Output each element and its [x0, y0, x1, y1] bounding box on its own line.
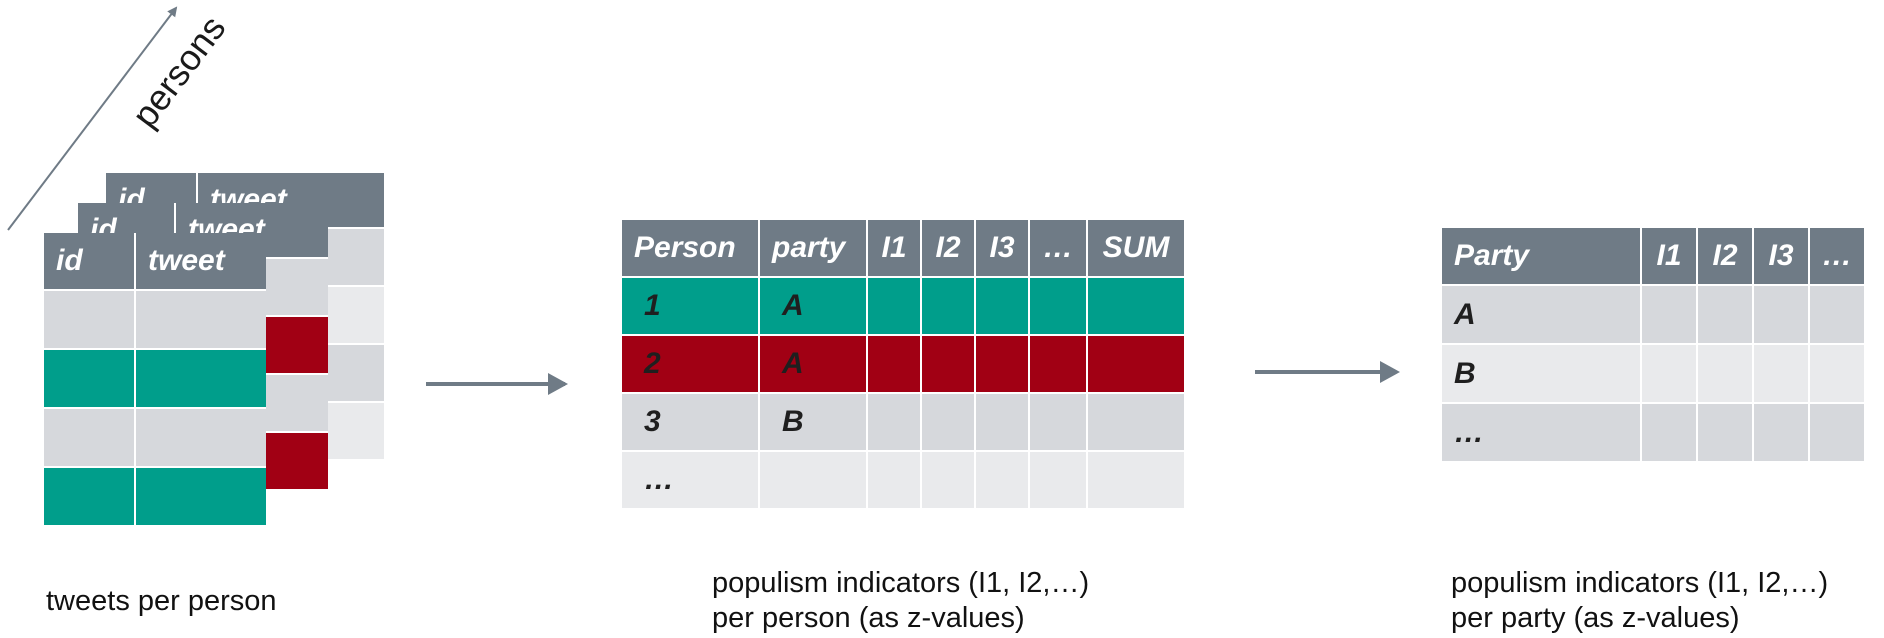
table-cell [1698, 286, 1752, 343]
caption-tweets-text: tweets per person [46, 585, 277, 617]
caption-party-line1: populism indicators (I1, I2,…) [1451, 567, 1829, 599]
table-cell [1698, 345, 1752, 402]
table-cell [868, 278, 920, 334]
table-cell [1642, 286, 1696, 343]
table-cell [1030, 452, 1086, 508]
party-indicator-table: Party I1 I2 I3 … A B … [1442, 228, 1864, 461]
table-cell [1754, 404, 1808, 461]
caption-tweets: tweets per person [46, 584, 277, 619]
party-cell: B [1442, 345, 1640, 402]
table-cell [1030, 336, 1086, 392]
table-cell [136, 409, 266, 466]
column-header-i2: I2 [1698, 228, 1752, 284]
table-cell [976, 394, 1028, 450]
table-cell [868, 452, 920, 508]
table-cell [1810, 404, 1864, 461]
table-cell [1698, 404, 1752, 461]
table-cell [136, 291, 266, 348]
column-header-i3: I3 [1754, 228, 1808, 284]
person-indicator-table: Person party I1 I2 I3 … SUM 1 A 2 A 3 B … [622, 220, 1184, 508]
column-header-party: Party [1442, 228, 1640, 284]
party-cell: B [760, 394, 866, 450]
person-cell: … [622, 452, 758, 508]
table-cell [1810, 286, 1864, 343]
table-cell [44, 291, 134, 348]
table-cell [1088, 336, 1184, 392]
person-cell: 2 [622, 336, 758, 392]
table-cell [136, 350, 266, 407]
table-cell [1810, 345, 1864, 402]
caption-person-line2: per person (as z-values) [712, 602, 1025, 634]
table-cell [922, 394, 974, 450]
caption-party-line2: per party (as z-values) [1451, 602, 1740, 634]
column-header-i1: I1 [1642, 228, 1696, 284]
table-cell [44, 350, 134, 407]
table-cell [868, 394, 920, 450]
column-header-ellipsis: … [1810, 228, 1864, 284]
caption-party: populism indicators (I1, I2,…) per party… [1451, 566, 1828, 636]
column-header-party: party [760, 220, 866, 276]
arrow-tweets-to-persons-head [548, 373, 568, 395]
table-cell [976, 336, 1028, 392]
table-cell [44, 468, 134, 525]
persons-axis-label: persons [124, 8, 234, 135]
table-cell [1642, 345, 1696, 402]
arrow-persons-to-parties-head [1380, 361, 1400, 383]
table-cell [922, 278, 974, 334]
table-cell [1030, 394, 1086, 450]
party-cell: A [760, 336, 866, 392]
table-cell [1754, 345, 1808, 402]
table-cell [976, 452, 1028, 508]
tweets-table-front: id tweet [44, 233, 266, 525]
table-cell [1088, 278, 1184, 334]
table-cell [1642, 404, 1696, 461]
column-header-tweet: tweet [136, 233, 266, 289]
table-cell [44, 409, 134, 466]
column-header-person: Person [622, 220, 758, 276]
party-cell: A [1442, 286, 1640, 343]
table-cell [868, 336, 920, 392]
caption-person-line1: populism indicators (I1, I2,…) [712, 567, 1090, 599]
caption-person: populism indicators (I1, I2,…) per perso… [712, 566, 1089, 636]
column-header-id: id [44, 233, 134, 289]
table-cell [922, 336, 974, 392]
table-cell [1088, 394, 1184, 450]
column-header-i3: I3 [976, 220, 1028, 276]
column-header-sum: SUM [1088, 220, 1184, 276]
table-cell [1030, 278, 1086, 334]
persons-axis-arrow [7, 6, 178, 231]
party-cell: … [1442, 404, 1640, 461]
party-cell: A [760, 278, 866, 334]
person-cell: 1 [622, 278, 758, 334]
column-header-i2: I2 [922, 220, 974, 276]
table-cell [1088, 452, 1184, 508]
table-cell [922, 452, 974, 508]
column-header-ellipsis: … [1030, 220, 1086, 276]
column-header-i1: I1 [868, 220, 920, 276]
person-cell: 3 [622, 394, 758, 450]
table-cell [976, 278, 1028, 334]
table-cell [136, 468, 266, 525]
table-cell [1754, 286, 1808, 343]
party-cell [760, 452, 866, 508]
